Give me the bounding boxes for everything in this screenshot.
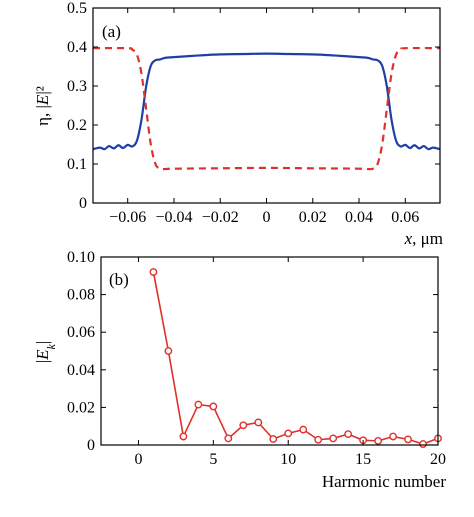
series-line-1 xyxy=(152,271,439,445)
data-point xyxy=(329,434,338,443)
x-tick-label: 0.04 xyxy=(345,209,373,226)
data-point xyxy=(209,402,218,411)
y-tick-label: 0.08 xyxy=(67,287,95,304)
data-point xyxy=(194,400,203,409)
x-tick-label: −0.04 xyxy=(155,209,192,226)
panel-b-label: (b) xyxy=(109,270,129,289)
x-tick-label: 0 xyxy=(263,209,271,226)
panel-b-series xyxy=(149,268,442,448)
y-tick-label: 0.5 xyxy=(67,0,87,17)
panel-a: −0.06 −0.04 −0.02 0 0.02 0.04 0.06 0 0.1 0.2 0.3 0.… xyxy=(33,0,443,248)
x-tick-label: −0.02 xyxy=(202,209,239,226)
y-tick-label: 0 xyxy=(87,437,95,454)
data-point xyxy=(254,418,263,427)
y-tick-label: 0.4 xyxy=(67,39,87,56)
y-tick-label: 0.3 xyxy=(67,78,87,95)
y-tick-label: 0.06 xyxy=(67,324,95,341)
panel-a-xlabel: x, μm xyxy=(404,229,443,248)
y-tick-label: 0.10 xyxy=(67,249,95,266)
x-tick-label: 0 xyxy=(134,451,142,468)
panel-a-ticks: −0.06 −0.04 −0.02 0 0.02 0.04 0.06 0 0.1 0.2 0.3 0.… xyxy=(67,0,440,226)
panel-b-ylabel: |Ek| xyxy=(33,341,58,364)
panel-b-ticks: 0 5 10 15 20 0 0.02 0.04 0.06 0.08 0.10 xyxy=(67,249,446,468)
data-point xyxy=(224,434,233,443)
x-tick-label: 20 xyxy=(430,451,446,468)
data-point xyxy=(179,432,188,441)
data-point xyxy=(239,421,248,430)
data-point xyxy=(314,435,323,444)
y-tick-label: 0.2 xyxy=(67,117,87,134)
panel-b: 0 5 10 15 20 0 0.02 0.04 0.06 0.08 0.10 (b) |Ek| H… xyxy=(33,249,446,491)
x-tick-label: −0.06 xyxy=(109,209,146,226)
data-point xyxy=(344,430,353,438)
x-tick-label: 15 xyxy=(355,451,371,468)
data-point xyxy=(374,436,382,445)
data-point xyxy=(269,435,278,443)
x-tick-label: 0.06 xyxy=(391,209,419,226)
panel-b-xlabel: Harmonic number xyxy=(322,472,446,491)
x-tick-label: 10 xyxy=(280,451,296,468)
data-point xyxy=(164,347,173,355)
panel-a-ylabel: η, |E|² xyxy=(33,86,52,126)
panel-a-series xyxy=(92,46,441,171)
panel-b-frame xyxy=(100,256,439,446)
y-tick-label: 0.1 xyxy=(67,156,87,173)
y-tick-label: 0.02 xyxy=(67,399,95,416)
y-tick-label: 0 xyxy=(79,195,87,212)
y-tick-label: 0.04 xyxy=(67,362,95,379)
data-point xyxy=(404,435,412,444)
data-point xyxy=(389,432,397,441)
x-tick-label: 5 xyxy=(209,451,217,468)
data-point xyxy=(149,268,158,276)
x-tick-label: 0.02 xyxy=(299,209,327,226)
data-point xyxy=(284,429,293,438)
series-line-1 xyxy=(92,52,441,151)
series-line-2 xyxy=(92,46,441,171)
panel-a-label: (a) xyxy=(102,22,121,41)
data-point xyxy=(299,425,308,434)
data-point xyxy=(419,440,427,448)
